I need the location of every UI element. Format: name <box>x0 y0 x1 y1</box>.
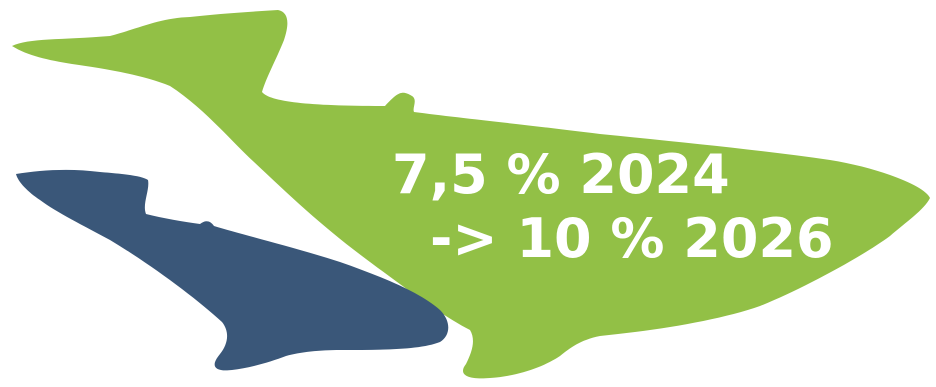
large-green-whale-shape <box>12 10 930 379</box>
text-line-2024: 7,5 % 2024 <box>392 143 730 206</box>
text-line-2026: -> 10 % 2026 <box>430 207 834 270</box>
small-blue-whale-shape <box>16 169 449 371</box>
